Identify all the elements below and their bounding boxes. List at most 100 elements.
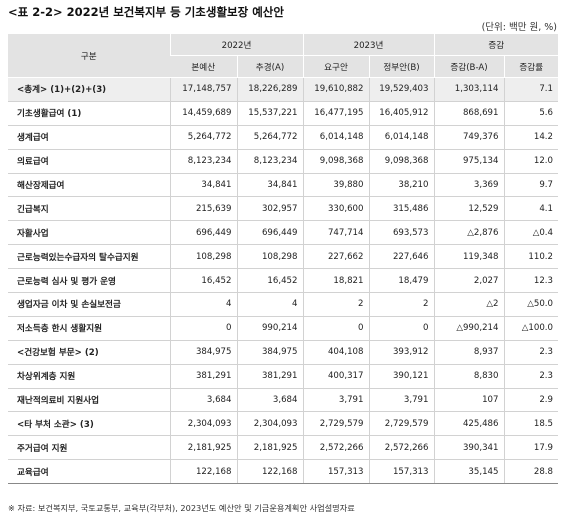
table-title: <표 2-2> 2022년 보건복지부 등 기초생활보장 예산안 xyxy=(8,5,284,19)
table-row: 근로능력 심사 및 평가 운영 16,452 16,452 18,821 18,479 2… xyxy=(8,268,559,294)
cell-diff: 749,376 xyxy=(433,125,504,150)
cell-label: 해산장제급여 xyxy=(8,173,170,198)
table-row: 자활사업 696,449 696,449 747,714 693,573 △2,876 △0… xyxy=(8,220,559,246)
cell-supplementary: 5,264,772 xyxy=(236,125,303,150)
cell-diff: 3,369 xyxy=(433,173,504,198)
table-row: <타 부처 소관> (3) 2,304,093 2,304,093 2,729,579… xyxy=(8,411,559,437)
cell-diff: △2 xyxy=(433,292,504,317)
cell-label: 근로능력 심사 및 평가 운영 xyxy=(8,268,170,294)
table-row: 생계급여 5,264,772 5,264,772 6,014,148 6,014,148… xyxy=(8,125,559,150)
cell-supplementary: 302,957 xyxy=(236,196,303,222)
header-year-2022: 2022년 xyxy=(169,34,303,56)
cell-rate: 2.3 xyxy=(503,364,559,389)
cell-requested: 400,317 xyxy=(302,364,369,389)
cell-government: 393,912 xyxy=(368,340,434,365)
table-row: 저소득층 한시 생활지원 0 990,214 0 0 △990,214 △100.0 xyxy=(8,316,559,341)
cell-supplementary: 34,841 xyxy=(236,173,303,198)
cell-diff: 1,303,114 xyxy=(433,77,504,102)
cell-requested: 747,714 xyxy=(302,220,369,246)
cell-requested: 18,821 xyxy=(302,268,369,294)
cell-rate: 12.3 xyxy=(503,268,559,294)
cell-label: 자활사업 xyxy=(8,220,170,246)
cell-original: 4 xyxy=(169,292,237,317)
cell-label: 생업자금 이차 및 손실보전금 xyxy=(8,292,170,317)
cell-rate: 4.1 xyxy=(503,196,559,222)
cell-government: 227,646 xyxy=(368,244,434,270)
cell-government: 2,729,579 xyxy=(368,411,434,437)
header-requested: 요구안 xyxy=(302,55,369,78)
cell-original: 0 xyxy=(169,316,237,341)
header-year-2023: 2023년 xyxy=(302,34,434,56)
cell-diff: 8,937 xyxy=(433,340,504,365)
cell-rate: 5.6 xyxy=(503,101,559,126)
cell-diff: 975,134 xyxy=(433,149,504,174)
cell-diff: 425,486 xyxy=(433,411,504,437)
cell-label: 주거급여 지원 xyxy=(8,435,170,461)
cell-rate: 7.1 xyxy=(503,77,559,102)
table-row: 근로능력있는수급자의 탈수급지원 108,298 108,298 227,662 227… xyxy=(8,244,559,270)
cell-government: 2,572,266 xyxy=(368,435,434,461)
cell-supplementary: 381,291 xyxy=(236,364,303,389)
cell-diff: 390,341 xyxy=(433,435,504,461)
cell-label: 기초생활급여 (1) xyxy=(8,101,170,126)
cell-rate: 2.3 xyxy=(503,340,559,365)
cell-diff: 2,027 xyxy=(433,268,504,294)
cell-government: 3,791 xyxy=(368,388,434,413)
cell-supplementary: 18,226,289 xyxy=(236,77,303,102)
cell-government: 693,573 xyxy=(368,220,434,246)
cell-diff: 8,830 xyxy=(433,364,504,389)
cell-government: 19,529,403 xyxy=(368,77,434,102)
cell-original: 14,459,689 xyxy=(169,101,237,126)
cell-supplementary: 122,168 xyxy=(236,459,303,485)
cell-label: 생계급여 xyxy=(8,125,170,150)
cell-label: 재난적의료비 지원사업 xyxy=(8,388,170,413)
cell-supplementary: 2,181,925 xyxy=(236,435,303,461)
cell-requested: 330,600 xyxy=(302,196,369,222)
cell-rate: 9.7 xyxy=(503,173,559,198)
cell-requested: 3,791 xyxy=(302,388,369,413)
cell-requested: 39,880 xyxy=(302,173,369,198)
cell-label: <총계> (1)+(2)+(3) xyxy=(8,77,170,102)
cell-original: 8,123,234 xyxy=(169,149,237,174)
cell-diff: 12,529 xyxy=(433,196,504,222)
cell-original: 16,452 xyxy=(169,268,237,294)
cell-original: 384,975 xyxy=(169,340,237,365)
cell-label: 저소득층 한시 생활지원 xyxy=(8,316,170,341)
table-row: 재난적의료비 지원사업 3,684 3,684 3,791 3,791 107 2.9 xyxy=(8,388,559,413)
cell-requested: 157,313 xyxy=(302,459,369,485)
cell-original: 3,684 xyxy=(169,388,237,413)
cell-original: 696,449 xyxy=(169,220,237,246)
cell-supplementary: 696,449 xyxy=(236,220,303,246)
cell-label: 근로능력있는수급자의 탈수급지원 xyxy=(8,244,170,270)
cell-original: 34,841 xyxy=(169,173,237,198)
cell-original: 108,298 xyxy=(169,244,237,270)
cell-requested: 19,610,882 xyxy=(302,77,369,102)
header-rate: 증감률 xyxy=(503,55,559,78)
source-note: ※ 자료: 보건복지부, 국토교통부, 교육부(각부처), 2023년도 예산안… xyxy=(8,503,355,513)
cell-requested: 404,108 xyxy=(302,340,369,365)
cell-rate: 28.8 xyxy=(503,459,559,485)
cell-government: 0 xyxy=(368,316,434,341)
header-diff: 증감(B-A) xyxy=(433,55,504,78)
cell-government: 390,121 xyxy=(368,364,434,389)
cell-original: 122,168 xyxy=(169,459,237,485)
cell-original: 17,148,757 xyxy=(169,77,237,102)
cell-diff: 868,691 xyxy=(433,101,504,126)
cell-rate: △100.0 xyxy=(503,316,559,341)
table-row: <총계> (1)+(2)+(3) 17,148,757 18,226,289 19,6… xyxy=(8,77,559,102)
cell-rate: 2.9 xyxy=(503,388,559,413)
cell-supplementary: 384,975 xyxy=(236,340,303,365)
header-original: 본예산 xyxy=(170,55,237,78)
cell-requested: 2,729,579 xyxy=(302,411,369,437)
table-row: 교육급여 122,168 122,168 157,313 157,313 35,145 28… xyxy=(8,459,559,485)
cell-original: 215,639 xyxy=(169,196,237,222)
budget-table: 구분 2022년 2023년 증감 본예산 추경(A) 요구안 정부안(B) 증… xyxy=(8,34,559,485)
cell-government: 157,313 xyxy=(368,459,434,485)
cell-requested: 6,014,148 xyxy=(302,125,369,150)
table-row: <건강보험 부문> (2) 384,975 384,975 404,108 393,91… xyxy=(8,340,559,365)
cell-requested: 2,572,266 xyxy=(302,435,369,461)
cell-government: 2 xyxy=(368,292,434,317)
header-supplementary: 추경(A) xyxy=(236,55,303,78)
cell-rate: △0.4 xyxy=(503,220,559,246)
cell-label: <건강보험 부문> (2) xyxy=(8,340,170,365)
